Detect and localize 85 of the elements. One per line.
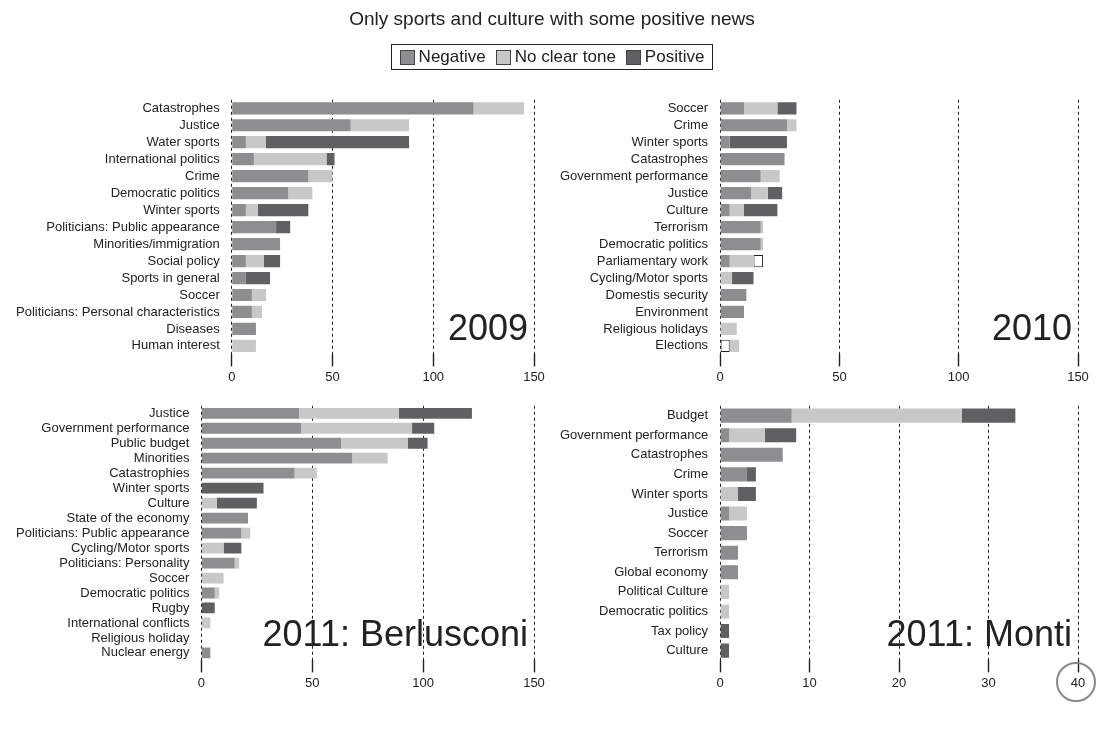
y-tick-label: Minorities [133,449,190,465]
x-tick-label: 0 [716,368,724,384]
y-tick-label: Global economy [614,563,709,579]
y-tick-label: Catastrophies [109,464,190,480]
y-tick-label: Government performance [41,419,190,435]
annotation: 2011: Monti [886,613,1072,655]
x-tick-label: 0 [228,368,236,384]
y-tick-label: Catastrophes [630,150,709,166]
y-tick-label: Justice [667,184,709,200]
y-tick-label: Minorities/immigration [93,235,220,251]
x-tick-label: 50 [325,368,340,384]
y-tick-label: Environment [635,303,709,319]
x-tick-label: 30 [981,674,996,690]
y-tick-label: Domestis security [605,286,709,302]
y-tick-label: Terrorism [653,544,709,560]
legend-label: Positive [644,47,705,67]
x-tick-label: 100 [947,368,970,384]
y-tick-label: Winter sports [631,485,709,501]
y-tick-label: Culture [666,642,709,658]
x-tick-label: 10 [802,674,817,690]
y-tick-label: Democratic politics [110,184,221,200]
y-tick-label: Nuclear energy [101,644,190,660]
y-tick-label: Culture [666,201,709,217]
y-tick-label: Justice [667,505,709,521]
y-tick-label: Cycling/Motor sports [589,269,709,285]
y-tick-label: International politics [104,150,221,166]
y-tick-label: Winter sports [631,133,709,149]
y-tick-label: Justice [148,404,190,420]
y-tick-label: Democratic politics [599,603,709,619]
y-tick-label: Democratic politics [80,584,190,600]
x-tick-label: 100 [412,674,434,690]
y-tick-label: Public budget [110,434,190,450]
y-tick-label: Crime [185,167,220,183]
y-tick-label: Water sports [146,133,221,149]
annotation: 2009 [447,307,528,349]
y-tick-label: Terrorism [653,218,709,234]
x-tick-label: 20 [891,674,907,690]
y-tick-label: Catastrophes [142,99,221,115]
y-tick-label: Winter sports [112,479,190,495]
annotation: 2011: Berlusconi [262,613,528,655]
x-tick-label: 150 [523,674,545,690]
y-tick-label: Soccer [667,99,709,115]
y-tick-label: Politicians: Public appearance [46,218,220,234]
y-tick-label: Religious holiday [91,629,190,645]
x-tick-label: 40 [1070,674,1086,690]
y-tick-label: Winter sports [143,201,221,217]
y-tick-label: Political Culture [617,583,709,599]
y-tick-label: Tax policy [651,622,709,638]
y-tick-label: Sports in general [121,269,220,285]
y-tick-label: Politicians: Personal characteristics [16,303,221,319]
y-tick-label: Culture [147,494,190,510]
x-tick-label: 0 [716,674,724,690]
y-tick-label: Government performance [560,426,709,442]
y-tick-label: Government performance [560,167,709,183]
y-tick-label: Diseases [166,320,221,336]
y-tick-label: Elections [655,337,709,353]
legend-label: No clear tone [514,47,616,67]
y-tick-label: Budget [666,407,709,423]
y-tick-label: International conflicts [67,614,190,630]
y-tick-label: Social policy [147,252,221,268]
annotation: 2010 [991,307,1072,349]
x-tick-label: 150 [523,368,545,384]
y-tick-label: Religious holidays [603,320,709,336]
x-tick-label: 0 [197,674,206,690]
x-tick-label: 50 [832,368,847,384]
x-tick-label: 100 [422,368,445,384]
y-tick-label: Crime [673,116,709,132]
y-tick-label: Rugby [151,599,190,615]
y-tick-label: Politicians: Personality [59,554,190,570]
y-tick-label: Human interest [131,337,221,353]
y-tick-label: Crime [673,465,709,481]
legend-label: Negative [418,47,486,67]
y-tick-label: Parliamentary work [596,252,709,268]
y-tick-label: State of the economy [66,509,190,525]
y-tick-label: Politicians: Public appearance [16,524,190,540]
x-tick-label: 150 [1067,368,1089,384]
y-tick-label: Justice [179,116,220,132]
x-tick-label: 50 [305,674,320,690]
y-tick-label: Soccer [148,569,191,585]
chart-title: Only sports and culture with some positive news [348,8,756,30]
y-tick-label: Soccer [667,524,709,540]
y-tick-label: Soccer [179,286,221,302]
y-tick-label: Democratic politics [599,235,709,251]
y-tick-label: Catastrophes [630,446,709,462]
y-tick-label: Cycling/Motor sports [70,539,190,555]
